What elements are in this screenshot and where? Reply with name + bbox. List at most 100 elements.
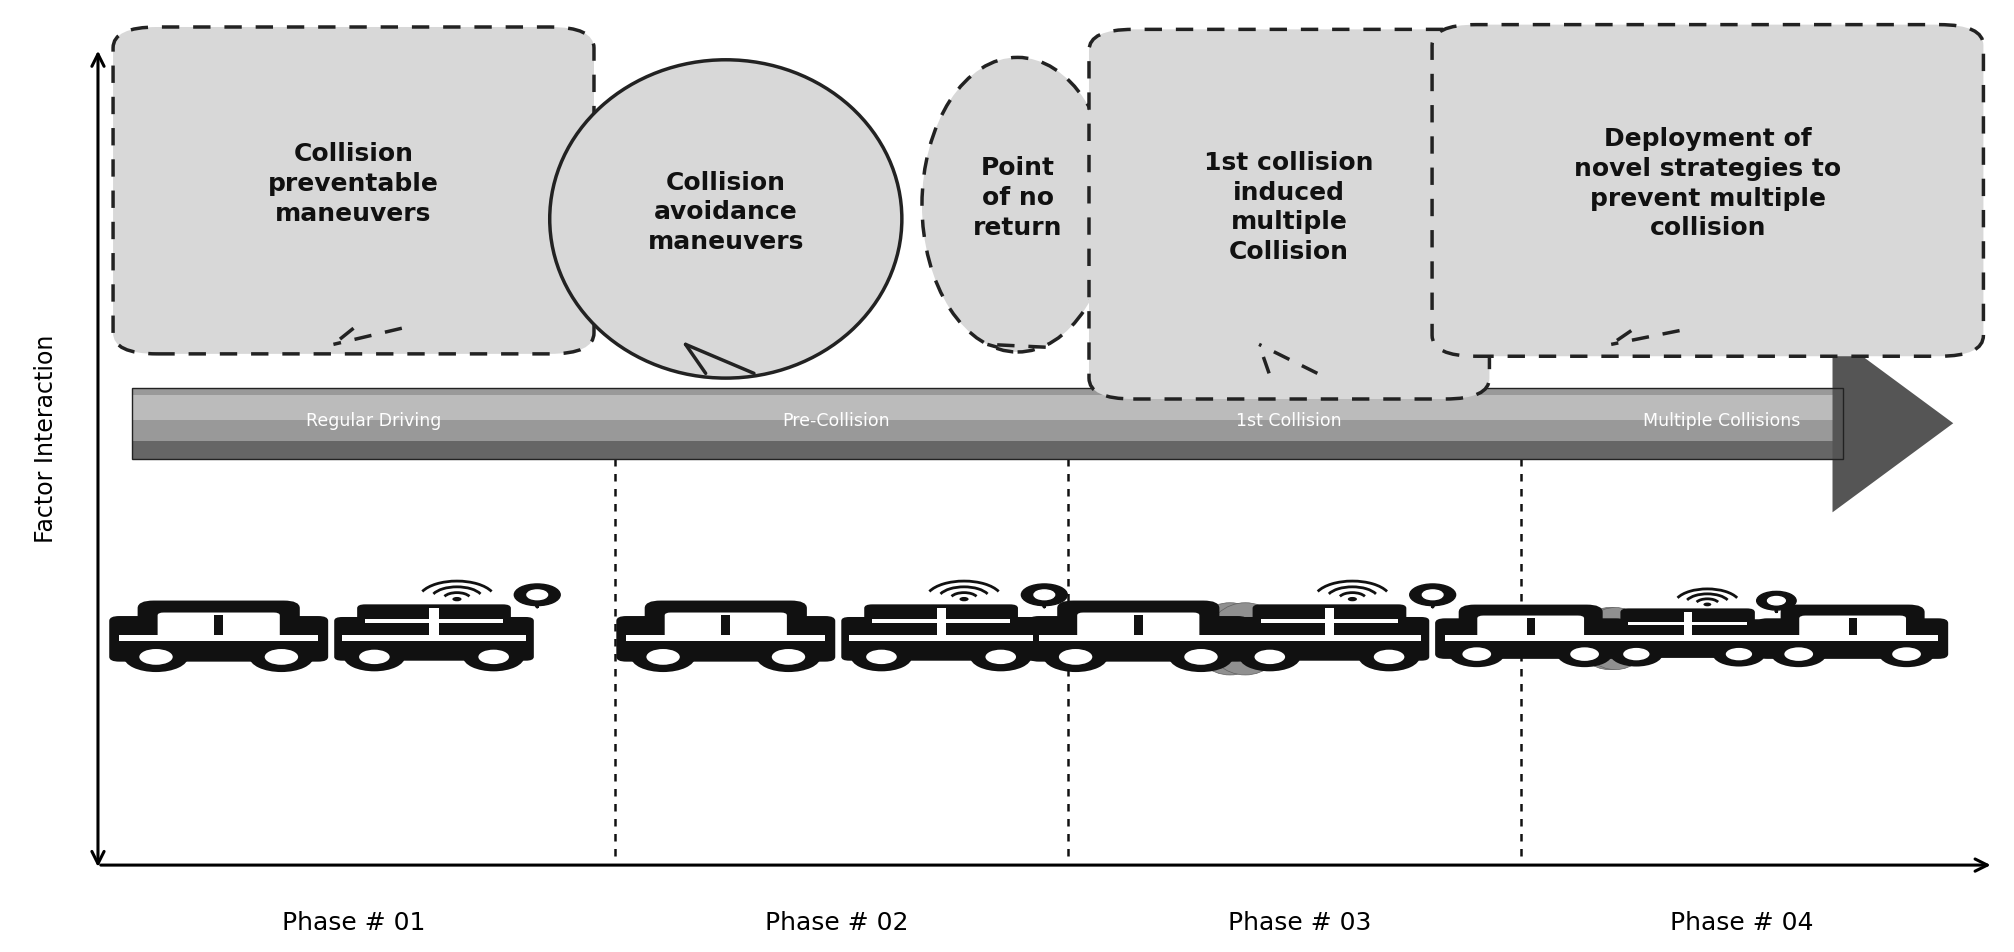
Circle shape bbox=[1766, 597, 1784, 605]
Text: Factor Interaction: Factor Interaction bbox=[34, 334, 58, 542]
FancyBboxPatch shape bbox=[1253, 605, 1406, 643]
FancyBboxPatch shape bbox=[334, 617, 534, 661]
Circle shape bbox=[1609, 642, 1662, 666]
Text: Phase # 04: Phase # 04 bbox=[1670, 910, 1813, 934]
FancyBboxPatch shape bbox=[616, 616, 836, 662]
Bar bbox=[1134, 616, 1142, 636]
FancyBboxPatch shape bbox=[1077, 613, 1198, 639]
Circle shape bbox=[646, 649, 679, 665]
Bar bbox=[1527, 619, 1535, 636]
FancyBboxPatch shape bbox=[1599, 620, 1774, 658]
Bar bbox=[1684, 612, 1690, 639]
Circle shape bbox=[1422, 590, 1442, 600]
Circle shape bbox=[959, 597, 969, 602]
Ellipse shape bbox=[1190, 604, 1267, 675]
Circle shape bbox=[1702, 603, 1710, 606]
Circle shape bbox=[344, 643, 405, 671]
Bar bbox=[850, 635, 1033, 642]
Text: Point
of no
return: Point of no return bbox=[973, 156, 1061, 240]
FancyBboxPatch shape bbox=[1434, 619, 1625, 659]
Circle shape bbox=[1770, 642, 1825, 667]
Bar bbox=[342, 635, 526, 642]
Bar bbox=[626, 635, 826, 642]
Circle shape bbox=[250, 642, 314, 672]
Circle shape bbox=[1569, 647, 1599, 662]
FancyBboxPatch shape bbox=[1229, 617, 1428, 661]
Bar bbox=[365, 620, 504, 624]
Ellipse shape bbox=[1575, 608, 1641, 670]
Text: 1st collision
induced
multiple
Collision: 1st collision induced multiple Collision bbox=[1204, 150, 1374, 264]
Circle shape bbox=[866, 650, 896, 664]
Circle shape bbox=[1239, 643, 1299, 671]
Circle shape bbox=[463, 643, 524, 671]
FancyBboxPatch shape bbox=[1458, 605, 1601, 646]
Circle shape bbox=[1357, 643, 1420, 671]
FancyBboxPatch shape bbox=[1780, 605, 1923, 646]
FancyBboxPatch shape bbox=[113, 28, 594, 354]
Circle shape bbox=[1724, 648, 1752, 661]
Polygon shape bbox=[685, 345, 753, 369]
Bar bbox=[133, 442, 1841, 460]
FancyBboxPatch shape bbox=[1057, 601, 1218, 646]
Circle shape bbox=[514, 585, 560, 606]
Bar bbox=[1325, 608, 1333, 639]
Circle shape bbox=[1184, 649, 1216, 665]
Circle shape bbox=[630, 642, 695, 672]
Text: 1st Collision: 1st Collision bbox=[1237, 412, 1341, 430]
Ellipse shape bbox=[550, 61, 902, 379]
Circle shape bbox=[1877, 642, 1933, 667]
Text: Phase # 03: Phase # 03 bbox=[1227, 910, 1370, 934]
Bar bbox=[1607, 636, 1766, 641]
Bar bbox=[133, 395, 1841, 420]
FancyBboxPatch shape bbox=[1756, 619, 1948, 659]
Circle shape bbox=[1448, 642, 1504, 667]
Circle shape bbox=[1033, 590, 1053, 600]
FancyBboxPatch shape bbox=[864, 605, 1017, 643]
FancyBboxPatch shape bbox=[644, 601, 806, 646]
Circle shape bbox=[526, 590, 548, 600]
Circle shape bbox=[985, 650, 1015, 664]
FancyBboxPatch shape bbox=[842, 617, 1041, 661]
Polygon shape bbox=[1259, 345, 1317, 369]
Circle shape bbox=[1059, 649, 1092, 665]
Polygon shape bbox=[1831, 335, 1952, 513]
Bar bbox=[1039, 635, 1237, 642]
Circle shape bbox=[1255, 650, 1285, 664]
Text: Pre-Collision: Pre-Collision bbox=[781, 412, 890, 430]
Ellipse shape bbox=[1581, 608, 1647, 670]
Bar bbox=[1627, 622, 1746, 625]
Text: Collision
avoidance
maneuvers: Collision avoidance maneuvers bbox=[646, 170, 804, 254]
Bar bbox=[213, 616, 224, 636]
Bar bbox=[119, 635, 318, 642]
Circle shape bbox=[1623, 648, 1649, 661]
Text: Multiple Collisions: Multiple Collisions bbox=[1641, 412, 1801, 430]
Circle shape bbox=[1168, 642, 1233, 672]
Polygon shape bbox=[987, 343, 1045, 345]
Circle shape bbox=[1756, 592, 1794, 610]
Text: Phase # 01: Phase # 01 bbox=[282, 910, 425, 934]
Circle shape bbox=[1374, 650, 1404, 664]
FancyBboxPatch shape bbox=[109, 616, 328, 662]
Bar bbox=[133, 388, 1841, 460]
FancyBboxPatch shape bbox=[157, 613, 280, 639]
Text: Deployment of
novel strategies to
prevent multiple
collision: Deployment of novel strategies to preven… bbox=[1573, 128, 1841, 240]
Bar bbox=[1261, 620, 1398, 624]
FancyBboxPatch shape bbox=[1029, 616, 1247, 662]
Text: Phase # 02: Phase # 02 bbox=[765, 910, 908, 934]
Circle shape bbox=[771, 649, 806, 665]
Bar bbox=[721, 616, 729, 636]
Circle shape bbox=[1784, 647, 1813, 662]
Circle shape bbox=[1891, 647, 1919, 662]
Circle shape bbox=[1712, 642, 1764, 666]
Circle shape bbox=[969, 643, 1031, 671]
FancyBboxPatch shape bbox=[137, 601, 300, 646]
Circle shape bbox=[453, 597, 461, 602]
Polygon shape bbox=[332, 324, 401, 345]
FancyBboxPatch shape bbox=[1432, 26, 1982, 357]
Text: Regular Driving: Regular Driving bbox=[306, 412, 441, 430]
Circle shape bbox=[1043, 642, 1108, 672]
Bar bbox=[937, 608, 945, 639]
FancyBboxPatch shape bbox=[1476, 616, 1583, 639]
Bar bbox=[872, 620, 1009, 624]
FancyBboxPatch shape bbox=[1619, 608, 1754, 643]
